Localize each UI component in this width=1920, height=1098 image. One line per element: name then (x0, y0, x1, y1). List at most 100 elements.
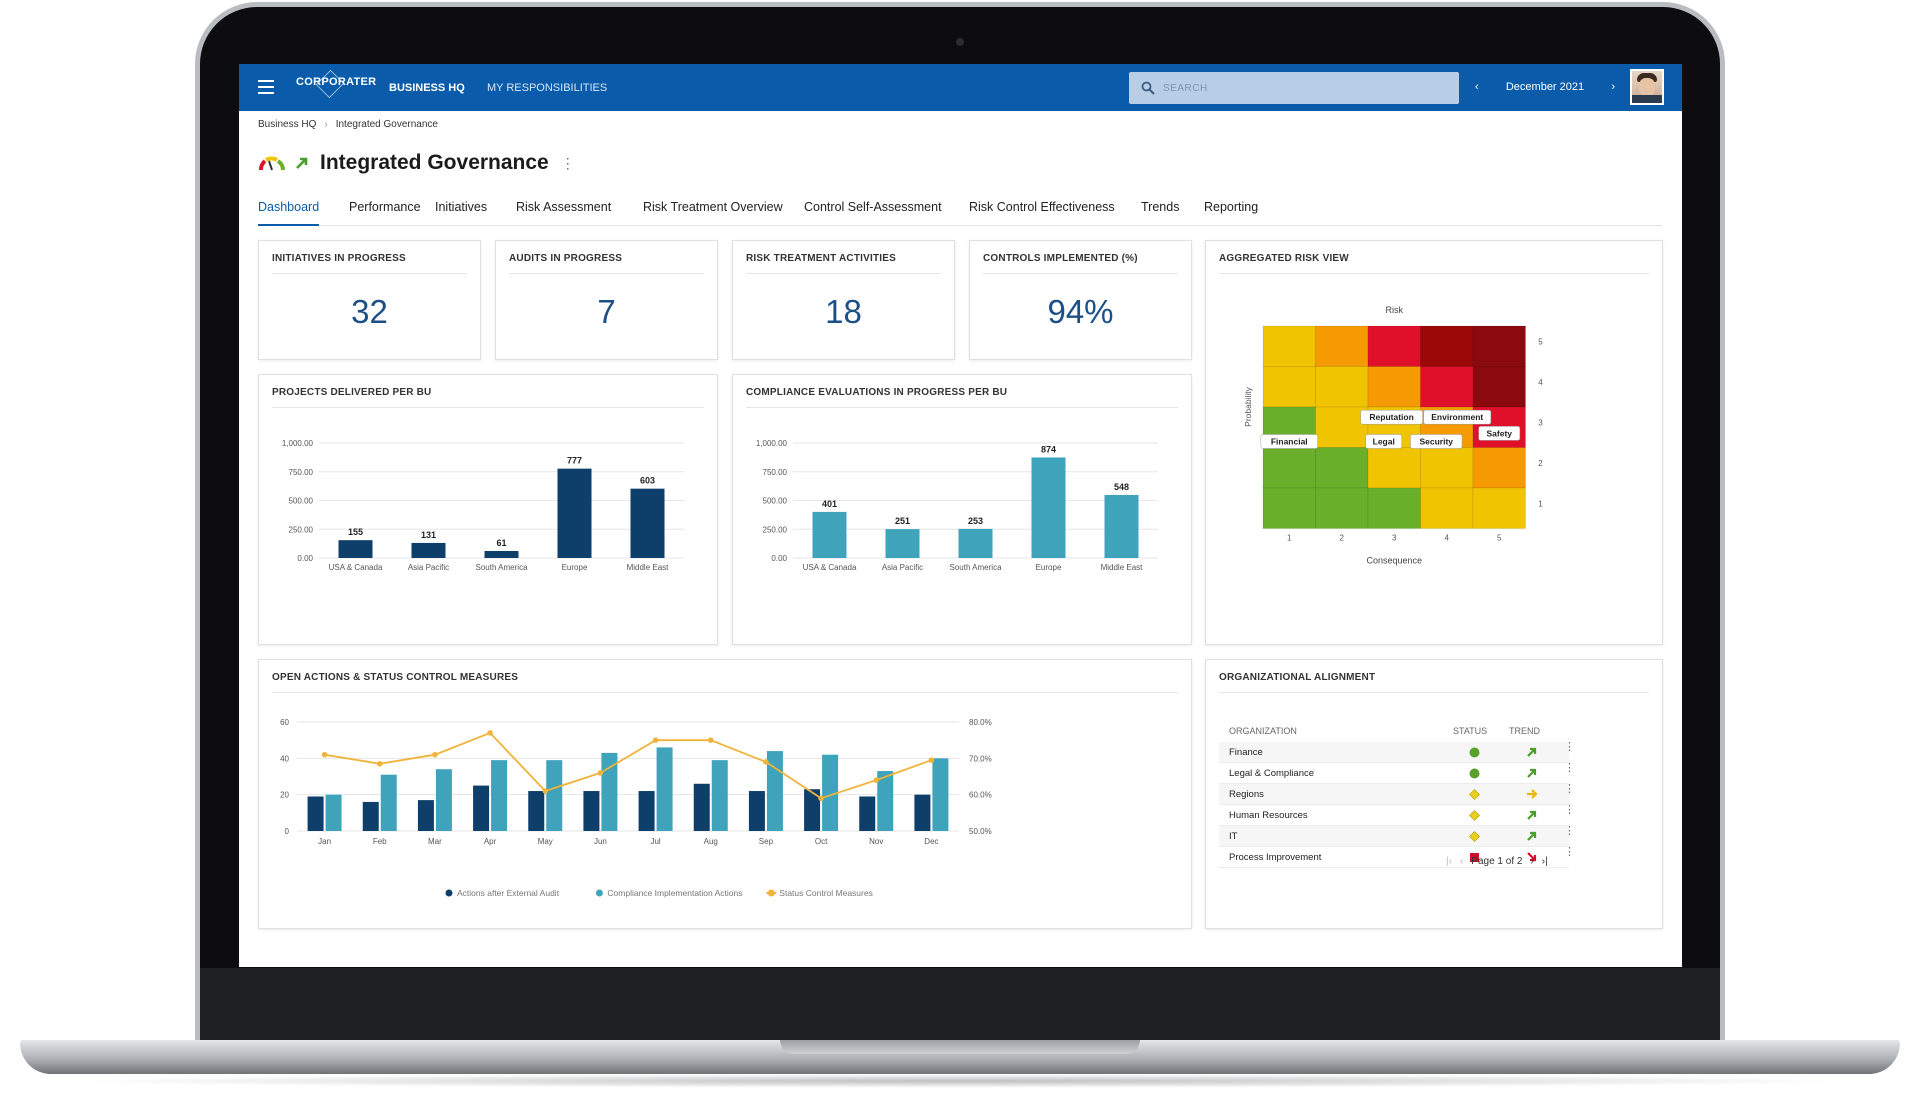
first-page-icon[interactable]: |‹ (1446, 856, 1452, 867)
heatmap-cell (1367, 366, 1421, 408)
heatmap-cell (1420, 366, 1474, 408)
heatmap-cell (1262, 447, 1316, 489)
tab-trends[interactable]: Trends (1141, 200, 1180, 214)
y-tick-label: 1,000.00 (756, 439, 788, 448)
heatmap-cell (1262, 325, 1316, 367)
brand-logo[interactable]: CORPORATER (296, 69, 376, 99)
tab-dashboard[interactable]: Dashboard (258, 200, 320, 226)
risk-label-box (1360, 409, 1423, 425)
row-menu-icon[interactable]: ⋮ (1564, 804, 1575, 816)
x-tick-label: Jun (594, 837, 607, 846)
x-tick-label: 5 (1497, 534, 1502, 543)
data-label: 603 (640, 476, 655, 486)
red-square-icon (1470, 853, 1479, 862)
breadcrumb-business-hq[interactable]: Business HQ (258, 119, 317, 130)
tab-risk-assessment[interactable]: Risk Assessment (516, 200, 612, 214)
table-row[interactable]: Human Resources ⋮ (1219, 805, 1575, 826)
kpi-card-risk-treatment[interactable]: RISK TREATMENT ACTIVITIES 18 (732, 240, 955, 360)
nav-my-responsibilities[interactable]: MY RESPONSIBILITIES (487, 82, 608, 94)
table-row[interactable]: Finance ⋮ (1219, 742, 1575, 763)
chevron-left-icon[interactable]: ‹ (1475, 81, 1479, 93)
nav-business-hq[interactable]: BUSINESS HQ (389, 82, 465, 94)
table-row[interactable]: Legal & Compliance ⋮ (1219, 763, 1575, 784)
chevron-right-icon[interactable]: › (1611, 81, 1615, 93)
yellow-diamond-icon (1469, 789, 1480, 800)
date-navigator: ‹ December 2021 › (1475, 81, 1615, 93)
y-tick-label: 500.00 (289, 497, 314, 506)
bar (885, 529, 920, 558)
y-tick-label: 1 (1538, 499, 1543, 508)
heatmap-cell (1472, 447, 1526, 489)
y2-tick-label: 60.0% (969, 791, 992, 800)
search-input[interactable]: SEARCH (1129, 72, 1459, 104)
x-tick-label: Jan (318, 837, 331, 846)
row-menu-icon[interactable]: ⋮ (1564, 846, 1575, 858)
kpi-card-initiatives[interactable]: INITIATIVES IN PROGRESS 32 (258, 240, 481, 360)
prev-page-icon[interactable]: ‹ (1459, 856, 1464, 867)
bar (380, 774, 397, 831)
heatmap-title: Risk (1386, 305, 1404, 315)
projects-delivered-card: PROJECTS DELIVERED PER BU 1,000.00 750.00… (258, 374, 718, 645)
avatar[interactable] (1630, 69, 1664, 105)
x-tick-label: Asia Pacific (882, 563, 923, 572)
risk-label: Environment (1431, 412, 1483, 422)
breadcrumb-integrated-governance[interactable]: Integrated Governance (335, 119, 438, 130)
y-tick-label: 0.00 (771, 554, 787, 563)
tab-reporting[interactable]: Reporting (1204, 200, 1259, 214)
tab-risk-control-effectiveness[interactable]: Risk Control Effectiveness (969, 200, 1115, 214)
search-icon (1141, 81, 1155, 95)
kpi-card-controls[interactable]: CONTROLS IMPLEMENTED (%) 94% (969, 240, 1192, 360)
x-tick-label: Asia Pacific (408, 563, 449, 572)
legend-marker (595, 889, 603, 897)
y-tick-label: 250.00 (289, 525, 314, 534)
org-name: Process Improvement (1229, 852, 1322, 863)
bar (958, 528, 993, 558)
x-tick-label: Apr (484, 837, 497, 846)
camera (956, 38, 964, 46)
y-tick-label: 5 (1538, 337, 1543, 346)
x-tick-label: South America (949, 563, 1002, 572)
heatmap-cell (1472, 325, 1526, 367)
period-label[interactable]: December 2021 (1505, 81, 1585, 93)
kpi-label: RISK TREATMENT ACTIVITIES (746, 253, 896, 264)
green-circle-icon (1469, 768, 1480, 779)
tab-risk-treatment-overview[interactable]: Risk Treatment Overview (643, 200, 783, 214)
row-menu-icon[interactable]: ⋮ (1564, 783, 1575, 795)
y-tick-label: 60 (280, 718, 289, 727)
x-tick-label: Middle East (627, 563, 670, 572)
bar (528, 791, 545, 831)
gauge-icon (259, 156, 285, 171)
bar (325, 794, 342, 831)
green-circle-icon (1469, 747, 1480, 758)
more-options-icon[interactable]: ⋮ (560, 154, 575, 171)
heatmap-cell (1315, 325, 1369, 367)
tab-bar: Dashboard Performance Initiatives Risk A… (258, 200, 1662, 226)
row-menu-icon[interactable]: ⋮ (1564, 825, 1575, 837)
bar (583, 791, 600, 831)
table-row[interactable]: Regions ⋮ (1219, 784, 1575, 805)
x-tick-label: Europe (1036, 563, 1062, 572)
row-menu-icon[interactable]: ⋮ (1564, 762, 1575, 774)
tab-control-self-assessment[interactable]: Control Self-Assessment (804, 200, 942, 214)
x-tick-label: Aug (704, 837, 718, 846)
y-tick-label: 0 (285, 827, 290, 836)
y2-tick-label: 80.0% (969, 718, 992, 727)
legend-label: Actions after External Audit (457, 888, 560, 898)
org-table-header: ORGANIZATION STATUS TREND (1219, 726, 1569, 742)
x-tick-label: USA & Canada (803, 563, 857, 572)
heatmap-cell (1262, 366, 1316, 408)
next-page-icon[interactable]: › (1530, 856, 1534, 867)
org-table: ORGANIZATION STATUS TREND Finance ⋮ Legal … (1219, 726, 1575, 868)
tab-initiatives[interactable]: Initiatives (435, 200, 488, 214)
row-menu-icon[interactable]: ⋮ (1564, 741, 1575, 753)
laptop-shadow (60, 1074, 1860, 1088)
line-point (542, 788, 549, 794)
hamburger-menu-icon[interactable] (258, 80, 274, 94)
kpi-card-audits[interactable]: AUDITS IN PROGRESS 7 (495, 240, 718, 360)
last-page-icon[interactable]: ›| (1541, 856, 1548, 867)
table-row[interactable]: Process Improvement ⋮ (1219, 847, 1575, 868)
table-row[interactable]: IT ⋮ (1219, 826, 1575, 847)
data-label: 253 (968, 516, 983, 526)
tab-performance[interactable]: Performance (349, 200, 421, 214)
bar (656, 747, 673, 831)
